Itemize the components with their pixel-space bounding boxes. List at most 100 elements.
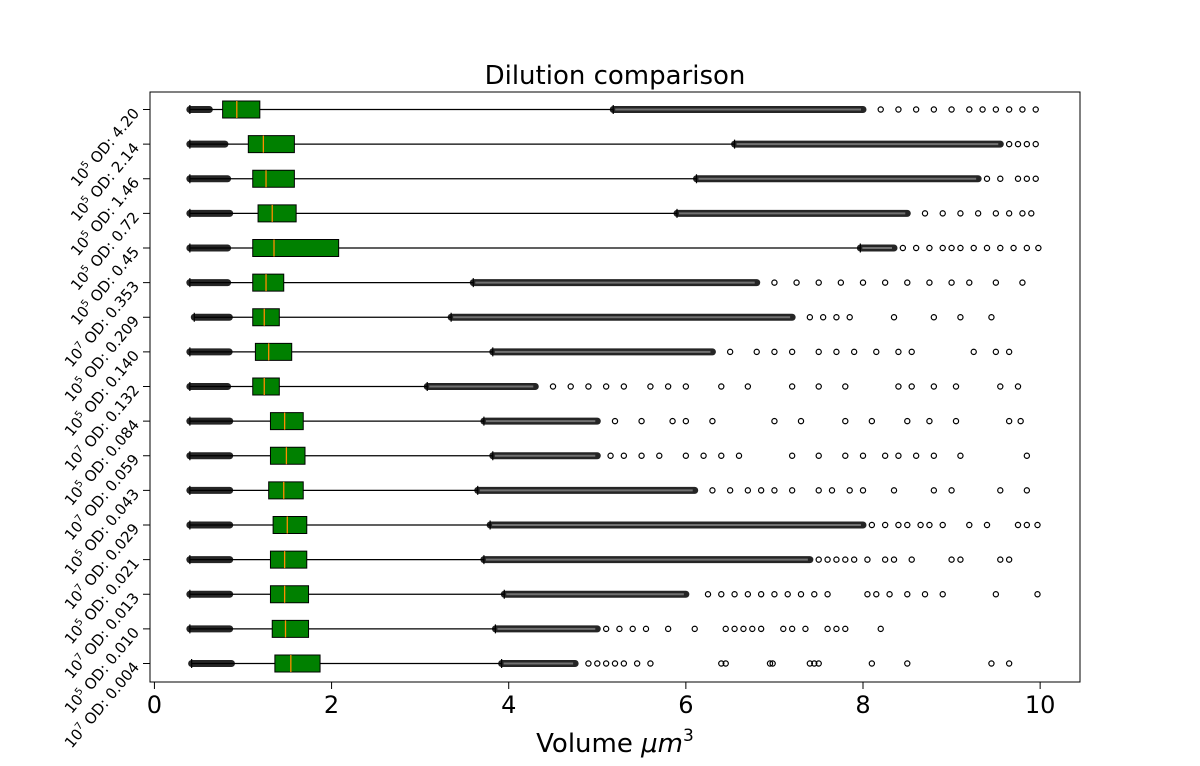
- outlier-point: [895, 452, 902, 459]
- outlier-point: [682, 452, 690, 459]
- outlier-point: [842, 452, 849, 459]
- box-row: [186, 273, 1026, 292]
- outlier-point: [1032, 175, 1039, 182]
- outlier-point: [859, 487, 867, 494]
- chart-title: Dilution comparison: [485, 61, 746, 91]
- outlier-point: [815, 348, 822, 356]
- x-tick-label: 0: [147, 691, 162, 719]
- outlier-point: [842, 625, 849, 633]
- outlier-point: [691, 625, 698, 633]
- outlier-point: [930, 452, 938, 459]
- outlier-point: [957, 210, 964, 217]
- y-tick-label-exp: 5: [73, 409, 86, 421]
- outlier-point: [966, 106, 973, 113]
- box: [252, 169, 295, 188]
- x-tick-label: 6: [678, 691, 693, 719]
- outlier-point: [970, 348, 977, 356]
- outlier-point: [642, 625, 650, 633]
- y-tick-label-exp: 5: [73, 686, 86, 698]
- box-row: [186, 342, 1013, 361]
- outlier-point: [846, 487, 853, 494]
- outlier-point: [611, 417, 619, 425]
- outlier-point: [1023, 175, 1031, 182]
- plot-layer: [186, 100, 1042, 673]
- outlier-point: [718, 383, 725, 390]
- outlier-point: [731, 591, 738, 598]
- outlier-point: [842, 417, 849, 425]
- box: [272, 516, 308, 534]
- outlier-point: [833, 314, 840, 321]
- outlier-point: [1023, 140, 1031, 148]
- outlier-point: [788, 383, 796, 390]
- outlier-point: [833, 348, 840, 356]
- box: [252, 308, 280, 327]
- outlier-point: [908, 556, 915, 563]
- outlier-point: [904, 591, 911, 598]
- outlier-point: [656, 452, 663, 459]
- box-row: [186, 550, 1013, 569]
- box-row: [186, 446, 1031, 465]
- box-row: [186, 481, 1031, 500]
- outlier-point: [899, 244, 907, 252]
- outlier-point: [926, 417, 933, 425]
- outlier-point: [815, 660, 822, 667]
- outlier-point: [567, 383, 574, 390]
- outlier-point: [859, 452, 867, 459]
- outlier-point: [877, 106, 884, 113]
- box: [252, 273, 285, 292]
- outlier-point: [921, 210, 929, 217]
- outlier-point: [704, 591, 712, 598]
- outlier-point: [997, 244, 1004, 252]
- outlier-point: [1019, 279, 1026, 286]
- outlier-point: [890, 556, 898, 563]
- outlier-point: [771, 487, 778, 494]
- outlier-point: [744, 591, 752, 598]
- box-row: [186, 169, 1039, 188]
- outlier-point: [957, 556, 964, 563]
- outlier-point: [815, 452, 822, 459]
- y-tick-label-exp: 7: [73, 443, 86, 455]
- box: [269, 585, 310, 604]
- outlier-point: [749, 625, 756, 633]
- outlier-point: [735, 452, 743, 459]
- y-tick-label-exp: 7: [73, 582, 86, 594]
- outlier-point: [771, 348, 778, 356]
- outlier-point: [700, 452, 707, 459]
- box-row: [188, 654, 1013, 673]
- outlier-point: [682, 417, 690, 425]
- outlier-point: [974, 210, 982, 217]
- outlier-point: [992, 348, 1000, 356]
- y-tick-label-exp: 5: [79, 263, 92, 275]
- outlier-point: [992, 210, 1000, 217]
- outlier-point: [1035, 244, 1042, 252]
- outlier-point: [797, 591, 805, 598]
- outlier-point: [585, 383, 592, 390]
- outlier-point: [908, 348, 915, 356]
- outlier-point: [948, 279, 955, 286]
- outlier-point: [620, 383, 628, 390]
- outlier-point: [1005, 417, 1013, 425]
- x-axis: 0 2 4 6 8 10: [147, 682, 1055, 719]
- x-axis-label-text: Volume: [536, 729, 641, 759]
- outlier-point: [726, 348, 734, 356]
- outlier-point: [1034, 591, 1041, 598]
- outlier-point: [930, 383, 938, 390]
- outlier-point: [771, 591, 778, 598]
- outlier-point: [881, 521, 889, 529]
- outlier-point: [824, 591, 831, 598]
- outlier-point: [815, 383, 822, 390]
- outlier-point: [904, 279, 911, 286]
- outlier-point: [921, 591, 929, 598]
- outlier-point: [881, 556, 889, 563]
- outlier-point: [926, 279, 933, 286]
- outlier-point: [904, 521, 911, 529]
- outlier-point: [842, 383, 849, 390]
- outlier-point: [718, 660, 725, 667]
- outlier-point: [1005, 106, 1013, 113]
- outlier-point: [709, 487, 716, 494]
- outlier-point: [939, 591, 946, 598]
- outlier-point: [806, 314, 814, 321]
- y-tick-label-exp: 7: [73, 513, 86, 525]
- outlier-point: [1005, 210, 1013, 217]
